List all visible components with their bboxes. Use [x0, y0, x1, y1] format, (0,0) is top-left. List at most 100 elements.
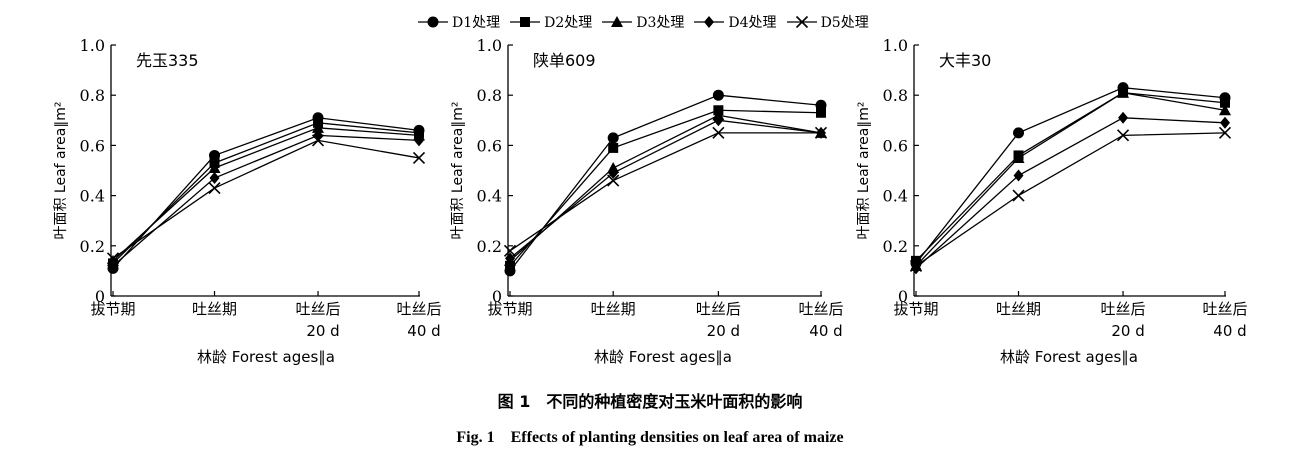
charts-canvas: 0 0.2 0.4 0.6 0.8 1.0 拔节期 吐丝期 吐丝后 20 d 吐丝后 40 d 先玉33… [53, 36, 1248, 366]
y-tick-label: 0.4 [477, 187, 502, 206]
legend-label: D4处理 [728, 15, 777, 31]
y-axis-label: 叶面积 Leaf area∥m² [53, 101, 69, 239]
data-point-diamond [505, 252, 515, 265]
data-point-square [505, 260, 515, 271]
y-tick-label: 0.8 [477, 86, 502, 105]
series-line [112, 134, 420, 267]
x-tick-label: 40 d [1213, 322, 1246, 340]
y-tick-label: 0.6 [883, 136, 908, 155]
y-tick-label: 0 [492, 287, 502, 306]
x-axis-label: 林龄 Forest ages∥a [197, 348, 335, 366]
data-point-diamond [209, 172, 220, 185]
legend-label: D3处理 [636, 15, 685, 31]
legend-marker-triangle [611, 16, 624, 27]
series-line [915, 132, 1226, 267]
legend-swatch [418, 16, 448, 28]
chart-panel-2: 0 0.2 0.4 0.6 0.8 1.0 拔节期 吐丝期 吐丝后 20 d 吐丝后 40 d 陕单60… [450, 36, 844, 366]
y-tick-label: 0 [95, 287, 105, 306]
legend-entry: D4处理 [694, 12, 777, 32]
y-tick-label: 0.2 [883, 237, 908, 256]
x-tick-label: 吐丝后 [798, 300, 843, 318]
y-tick-label: 1.0 [80, 36, 105, 55]
data-point-circle [607, 132, 619, 144]
data-point-cross [311, 134, 325, 147]
data-point-cross [106, 252, 120, 265]
data-point-square [1220, 97, 1230, 108]
data-point-diamond [108, 259, 118, 272]
data-point-triangle [312, 121, 325, 133]
legend-entry: D3处理 [602, 12, 684, 32]
x-axis-label: 林龄 Forest ages∥a [1000, 348, 1138, 366]
chart-title: 先玉335 [136, 51, 199, 70]
y-tick-label: 0.6 [477, 136, 502, 155]
legend-swatch [786, 15, 817, 29]
x-tick-label: 吐丝后 [1202, 300, 1247, 318]
x-tick-label: 吐丝期 [591, 300, 636, 318]
data-point-cross [607, 174, 620, 187]
series-line [915, 87, 1226, 264]
x-tick-label: 20 d [707, 322, 740, 340]
series-line [915, 117, 1226, 269]
data-point-diamond [608, 167, 619, 180]
y-tick-label: 0 [898, 287, 908, 306]
data-point-triangle [1117, 86, 1130, 98]
x-tick-label: 吐丝期 [996, 300, 1041, 318]
y-tick-label: 0.2 [477, 237, 502, 256]
legend-marker-diamond [704, 16, 715, 28]
x-tick-label: 吐丝后 [396, 300, 441, 318]
data-point-circle [1013, 127, 1025, 139]
legend-label: D1处理 [452, 15, 501, 31]
x-tick-label: 吐丝后 [696, 300, 741, 318]
x-axis-label: 林龄 Forest ages∥a [594, 348, 732, 366]
series-line [112, 139, 420, 259]
x-tick-label: 吐丝后 [296, 300, 341, 318]
data-point-cross [412, 151, 426, 165]
data-point-diamond [713, 114, 724, 127]
legend-marker-circle [427, 16, 439, 28]
x-tick-label: 拔节期 [893, 300, 938, 318]
data-point-cross [208, 182, 221, 195]
data-point-cross [814, 126, 828, 139]
data-point-square [608, 142, 619, 153]
legend-entry: D1处理 [418, 12, 500, 32]
series-line [509, 94, 822, 272]
x-tick-label: 拔节期 [487, 300, 532, 318]
series-line [915, 92, 1226, 262]
data-point-cross [1012, 189, 1025, 202]
legend-marker-square [520, 17, 531, 27]
x-tick-label: 吐丝后 [1101, 300, 1146, 318]
legend-marker-cross [795, 15, 808, 29]
series-line [509, 132, 821, 252]
y-tick-label: 0.4 [883, 187, 908, 206]
data-point-diamond [414, 134, 424, 147]
data-point-cross [1218, 126, 1232, 139]
chart-panel-1: 0 0.2 0.4 0.6 0.8 1.0 拔节期 吐丝期 吐丝后 20 d 吐丝后 40 d 先玉33… [53, 36, 442, 366]
x-tick-label: 40 d [809, 322, 842, 340]
x-tick-label: 拔节期 [90, 300, 135, 318]
y-axis-label: 叶面积 Leaf area∥m² [450, 101, 466, 239]
x-tick-label: 吐丝期 [192, 300, 237, 318]
data-point-cross [712, 126, 725, 139]
data-point-diamond [1220, 116, 1230, 129]
y-tick-label: 1.0 [883, 36, 908, 55]
data-point-cross [503, 244, 517, 257]
series-line [915, 92, 1226, 267]
y-axis-label: 叶面积 Leaf area∥m² [856, 101, 872, 239]
legend: D1处理 D2处理 D3处理 D4处理 D5处理 [418, 10, 879, 34]
legend-swatch [602, 16, 633, 27]
legend-entry: D2处理 [510, 12, 592, 32]
data-point-diamond [911, 262, 921, 275]
data-point-square [816, 107, 826, 118]
data-point-diamond [1013, 169, 1024, 182]
series-line [509, 114, 822, 262]
y-tick-label: 0.4 [80, 187, 105, 206]
data-point-cross [909, 259, 923, 272]
x-tick-label: 20 d [1111, 322, 1144, 340]
data-point-cross [1116, 129, 1130, 142]
caption-chinese: 图 1 不同的种植密度对玉米叶面积的影响 [497, 392, 803, 411]
y-tick-label: 0.2 [80, 237, 105, 256]
legend-swatch [510, 17, 541, 27]
x-tick-label: 20 d [306, 322, 339, 340]
chart-title: 大丰30 [939, 51, 991, 70]
